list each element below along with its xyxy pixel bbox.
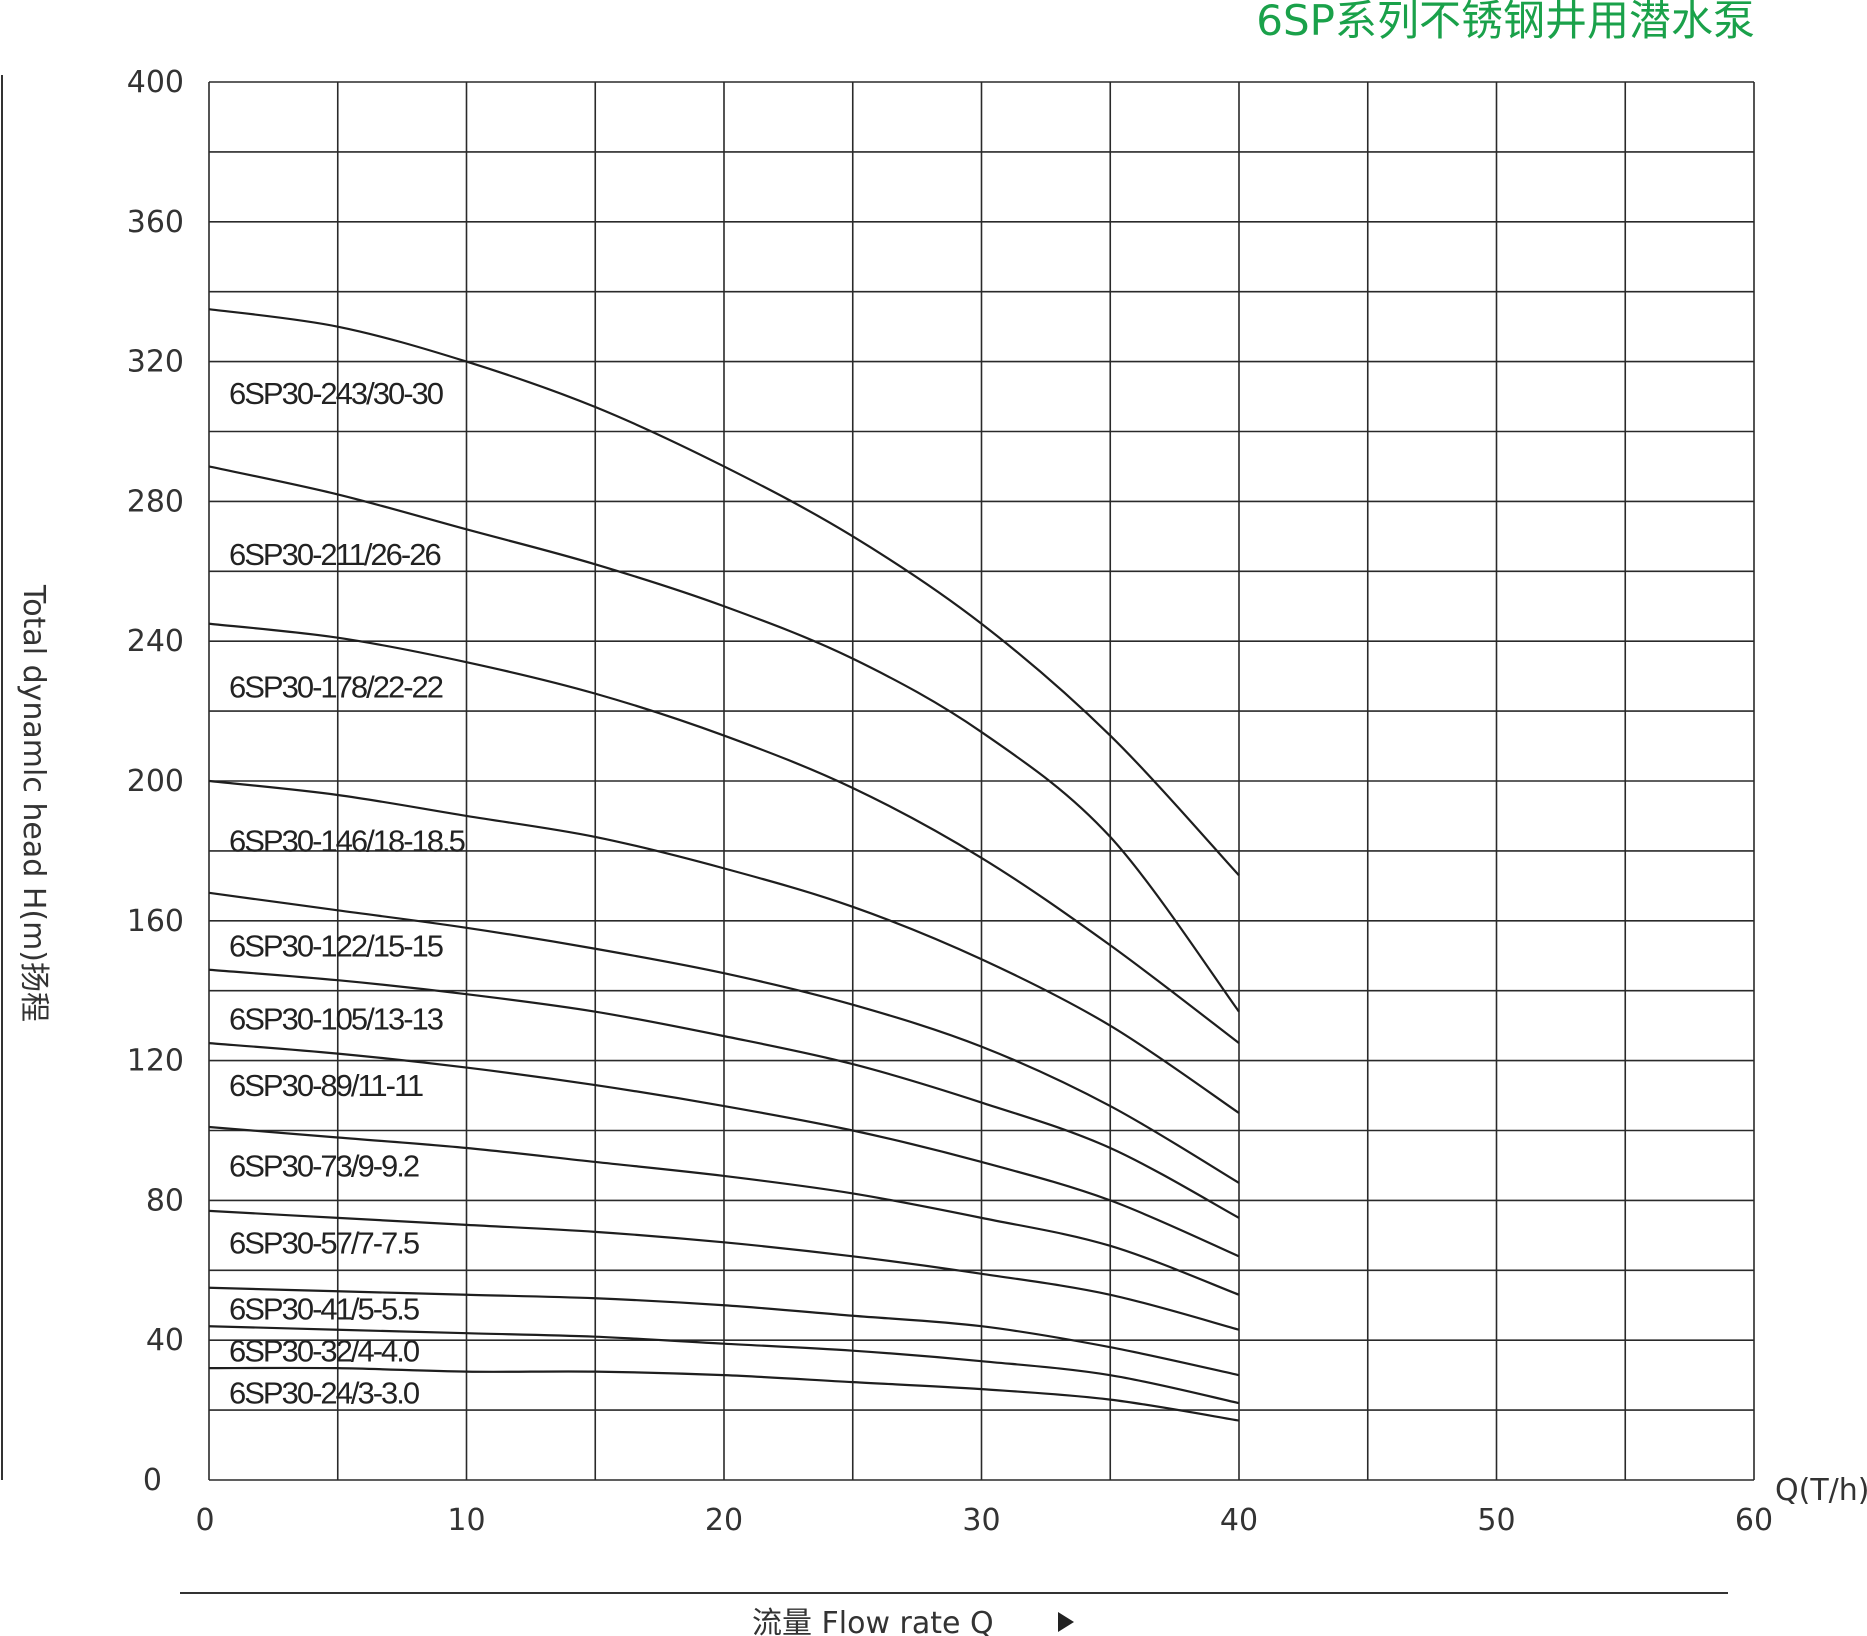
series-label: 6SP30-41/5-5.5	[229, 1292, 419, 1327]
series-curve	[208, 968, 1240, 1219]
series-curve	[208, 622, 1240, 1045]
x-axis-ticks: 0 10 20 30 40 50 60	[195, 1503, 1773, 1538]
y-axis-label: Total dynamlc head H(m)扬程	[16, 584, 51, 1022]
series-label: 6SP30-24/3-3.0	[229, 1376, 420, 1411]
series-label: 6SP30-32/4-4.0	[229, 1334, 420, 1369]
series-curve	[208, 308, 1240, 877]
x-tick-label: 10	[447, 1503, 485, 1538]
y-tick-label: 120	[127, 1044, 184, 1079]
y-tick-label: 320	[127, 345, 184, 380]
y-tick-label: 80	[146, 1183, 184, 1218]
y-tick-label: 280	[127, 484, 184, 519]
y-axis-ticks: 0 40 80 120 160 200 240 280 320 360 400	[127, 65, 184, 1498]
series-label: 6SP30-178/22-22	[229, 670, 443, 705]
chart-title: 6SP系列不锈钢井用潜水泵	[1256, 0, 1755, 45]
y-tick-label: 400	[127, 65, 184, 100]
series-curves	[208, 308, 1240, 1422]
y-tick-label: 40	[146, 1323, 184, 1358]
series-curve	[208, 465, 1240, 1013]
series-curve	[208, 1042, 1240, 1258]
series-label: 6SP30-243/30-30	[229, 376, 444, 411]
x-tick-label: 0	[195, 1503, 214, 1538]
y-tick-label: 240	[127, 624, 184, 659]
x-tick-label: 30	[962, 1503, 1000, 1538]
series-curve	[208, 1286, 1240, 1377]
arrow-right-icon	[1058, 1612, 1074, 1632]
x-tick-label: 20	[705, 1503, 743, 1538]
y-tick-label: 160	[127, 904, 184, 939]
chart-grid	[208, 81, 1755, 1481]
x-tick-label: 60	[1735, 1503, 1773, 1538]
x-tick-label: 40	[1220, 1503, 1258, 1538]
series-labels: 6SP30-243/30-30 6SP30-211/26-26 6SP30-178/…	[229, 376, 467, 1411]
series-curve	[208, 1366, 1240, 1422]
x-axis-label: 流量 Flow rate Q	[752, 1606, 994, 1636]
y-tick-label: 0	[143, 1463, 162, 1498]
series-curve	[208, 1209, 1240, 1331]
series-curve	[208, 1125, 1240, 1296]
series-label: 6SP30-122/15-15	[229, 928, 443, 963]
series-curve	[208, 1325, 1240, 1405]
series-label: 6SP30-57/7-7.5	[229, 1225, 419, 1260]
series-label: 6SP30-211/26-26	[229, 537, 440, 572]
x-axis-unit-label: Q(T/h)	[1775, 1473, 1867, 1508]
series-label: 6SP30-89/11-11	[229, 1068, 423, 1103]
series-label: 6SP30-105/13-13	[229, 1002, 443, 1037]
y-tick-label: 360	[127, 205, 184, 240]
series-curve	[208, 891, 1240, 1184]
series-curve	[208, 779, 1240, 1114]
x-tick-label: 50	[1477, 1503, 1515, 1538]
series-label: 6SP30-146/18-18.5	[229, 823, 465, 858]
series-label: 6SP30-73/9-9.2	[229, 1148, 419, 1183]
y-tick-label: 200	[127, 764, 184, 799]
